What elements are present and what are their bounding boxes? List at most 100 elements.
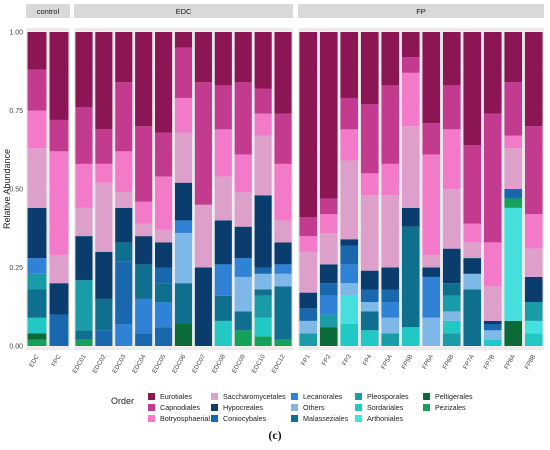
bar-segment-fp1-eurotiales xyxy=(299,32,318,218)
bar-segment-edc08-malasseziales xyxy=(214,295,232,321)
x-tick-label-fp5a: FP5A xyxy=(380,353,394,371)
y-axis-title: Relative Abundance xyxy=(2,149,12,229)
bar-segment-fp2-hypocreales xyxy=(319,264,338,284)
bar-segment-fp7b-hypocreales xyxy=(483,320,502,325)
bar-segment-edc10-hypocreales xyxy=(254,195,272,268)
bar-segment-edc12-saccharomycetales xyxy=(274,220,292,243)
bar-segment-fp8a-pezizales xyxy=(504,198,523,208)
bar-segment-fp5b-hypocreales xyxy=(401,207,420,227)
bar-segment-edc10-eurotiales xyxy=(254,32,272,89)
x-tick-label-fp4: FP4 xyxy=(362,353,374,367)
bar-segment-fp3-others xyxy=(340,283,359,296)
x-tick-label-fp2: FP2 xyxy=(321,353,333,367)
bar-segment-edc04-malasseziales xyxy=(135,264,153,299)
facet-strip-fp xyxy=(298,4,544,18)
bar-segment-edc02-eurotiales xyxy=(95,32,113,130)
bar-segment-edc09-eurotiales xyxy=(234,32,252,83)
bar-segment-fp4-eurotiales xyxy=(360,32,379,105)
bar-segment-edc08-eurotiales xyxy=(214,32,232,86)
bar-segment-edc05-malasseziales xyxy=(155,283,173,303)
bar-segment-fp5b-saccharomycetales xyxy=(401,126,420,208)
bar-segment-edc10-coniocybales xyxy=(254,267,272,274)
bar-segment-fp6b-eurotiales xyxy=(442,32,461,86)
bar-segment-fp4-botryosphaeriales xyxy=(360,173,379,196)
bar-segment-fp5a-botryosphaeriales xyxy=(381,163,400,196)
bar-segment-fp3-eurotiales xyxy=(340,32,359,98)
bar-segment-fp8b-capnodiales xyxy=(524,126,543,215)
bar-segment-edc02-coniocybales xyxy=(95,330,113,346)
bar-segment-fp8a-peltigerales xyxy=(504,320,523,346)
facet-label-edc: EDC xyxy=(176,7,192,16)
bar-segment-fp8b-pleosporales xyxy=(524,302,543,321)
bar-segment-fpc-saccharomycetales xyxy=(49,254,69,284)
bar-segment-fp3-saccharomycetales xyxy=(340,160,359,240)
bar-segment-fp5a-coniocybales xyxy=(381,289,400,303)
bar-segment-fp1-capnodiales xyxy=(299,217,318,237)
bar-segment-fp7a-botryosphaeriales xyxy=(463,223,482,243)
x-tick-label-edc01: EDC01 xyxy=(71,353,87,375)
bar-segment-fp2-coniocybales xyxy=(319,283,338,296)
bar-segment-fp5b-capnodiales xyxy=(401,57,420,73)
bar-segment-fp5b-sordariales xyxy=(401,327,420,346)
bar-segment-fp3-hypocreales xyxy=(340,239,359,246)
bar-segment-fp6b-sordariales xyxy=(442,320,461,334)
bar-segment-fp8b-arthoniales xyxy=(524,320,543,334)
bar-segment-edc07-eurotiales xyxy=(194,32,212,83)
bar-segment-fp2-saccharomycetales xyxy=(319,232,338,265)
bar-segment-fp2-botryosphaeriales xyxy=(319,214,338,233)
bar-segment-edc01-saccharomycetales xyxy=(75,207,93,237)
x-tick-label-fpc: FPC xyxy=(50,353,63,368)
bar-segment-edc03-botryosphaeriales xyxy=(115,151,133,193)
x-tick-label-fp8b: FP8B xyxy=(524,354,538,371)
bar-segment-fp6b-botryosphaeriales xyxy=(442,129,461,189)
bar-segment-edc12-capnodiales xyxy=(274,113,292,164)
bar-segment-fp2-capnodiales xyxy=(319,198,338,215)
bar-segment-edc09-botryosphaeriales xyxy=(234,154,252,193)
facet-label-control: control xyxy=(37,7,60,16)
bar-segment-edc04-lecanorales xyxy=(135,298,153,334)
bar-segment-edc08-hypocreales xyxy=(214,220,232,265)
bar-segment-edc-malasseziales xyxy=(27,289,47,318)
bar-segment-fp5a-pleosporales xyxy=(381,333,400,346)
bar-segment-edc03-lecanorales xyxy=(115,324,133,346)
bar-segment-fp4-sordariales xyxy=(360,330,379,346)
x-tick-label-fp7b: FP7B xyxy=(483,354,497,371)
bar-segment-fpc-eurotiales xyxy=(49,32,69,120)
bar-segment-edc-sordariales xyxy=(27,317,47,334)
y-tick-label: 1.00 xyxy=(9,30,23,37)
facet-strip-control xyxy=(26,4,70,18)
bar-segment-edc03-malasseziales xyxy=(115,242,133,262)
bar-segment-fp8a-arthoniales xyxy=(504,207,523,321)
bar-segment-fp6b-pleosporales xyxy=(442,295,461,312)
bar-segment-edc10-others xyxy=(254,273,272,290)
bar-segment-edc05-lecanorales xyxy=(155,302,173,328)
bar-segment-edc10-botryosphaeriales xyxy=(254,113,272,136)
bar-segment-edc03-coniocybales xyxy=(115,261,133,325)
bar-segment-fp4-hypocreales xyxy=(360,270,379,290)
bar-segment-fp8b-saccharomycetales xyxy=(524,248,543,277)
bar-segment-fp8a-botryosphaeriales xyxy=(504,135,523,149)
bar-segment-edc05-coniocybales xyxy=(155,267,173,284)
bar-segment-edc03-capnodiales xyxy=(115,82,133,152)
bar-segment-fp1-coniocybales xyxy=(299,308,318,321)
bar-segment-fp2-eurotiales xyxy=(319,32,338,199)
x-tick-label-fp6a: FP6A xyxy=(421,353,435,371)
x-tick-label-fp7a: FP7A xyxy=(462,353,476,371)
bar-segment-fp7a-capnodiales xyxy=(463,145,482,224)
bar-segment-edc08-sordariales xyxy=(214,320,232,346)
x-tick-label-edc: EDC xyxy=(28,353,41,368)
y-tick-label: 0.75 xyxy=(9,108,23,115)
bar-segment-fp6a-saccharomycetales xyxy=(422,254,441,268)
bar-segment-fp5b-eurotiales xyxy=(401,32,420,58)
bar-segment-fp4-coniocybales xyxy=(360,289,379,303)
bar-segment-fpc-capnodiales xyxy=(49,119,69,152)
bar-segment-fpc-botryosphaeriales xyxy=(49,151,69,255)
bar-segment-edc09-lecanorales xyxy=(234,258,252,277)
bar-segment-edc08-capnodiales xyxy=(214,85,232,130)
bar-segment-edc06-lecanorales xyxy=(174,220,193,233)
bar-segment-fp5a-eurotiales xyxy=(381,32,400,86)
bar-segment-fp4-others xyxy=(360,302,379,312)
x-tick-label-fp8a: FP8A xyxy=(503,353,517,371)
bar-segment-fp8b-eurotiales xyxy=(524,32,543,127)
bar-segment-edc06-others xyxy=(174,232,193,284)
